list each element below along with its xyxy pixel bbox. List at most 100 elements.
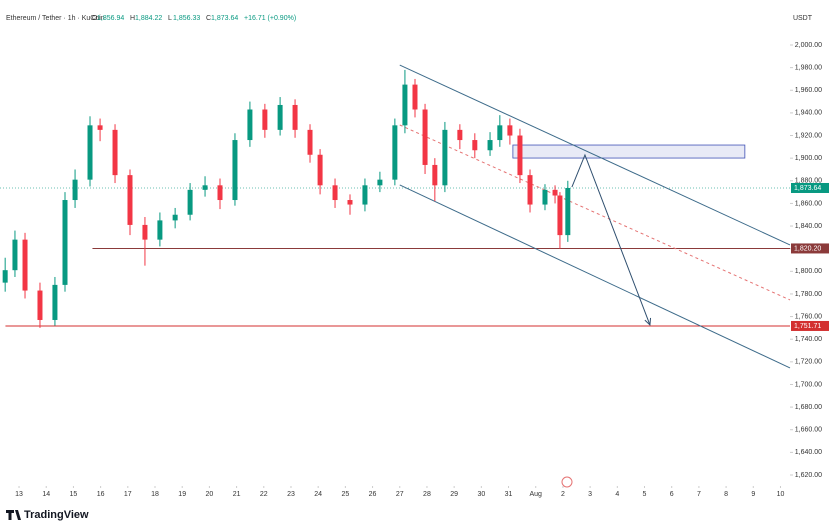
x-tick-label: 18 — [151, 491, 159, 498]
ohlc-key: L — [168, 15, 172, 22]
candle-body — [317, 154, 323, 186]
x-tick-label: 31 — [505, 491, 513, 498]
candle-body — [347, 200, 353, 205]
ohlc-key: C — [206, 15, 211, 22]
level-tag — [791, 243, 829, 254]
ohlc-key: O — [92, 15, 98, 22]
candle-body — [377, 179, 383, 186]
candle-body — [487, 140, 493, 151]
y-tick-label: 1,680.00 — [795, 404, 822, 411]
y-tick-label: 1,620.00 — [795, 472, 822, 479]
ohlc-value: 1,884.22 — [135, 15, 162, 22]
x-tick-label: 16 — [97, 491, 105, 498]
y-tick-label: 1,740.00 — [795, 336, 822, 343]
y-tick-label: 1,920.00 — [795, 132, 822, 139]
x-tick-label: 22 — [260, 491, 268, 498]
ohlc-value: 1,856.33 — [173, 15, 200, 22]
candle-body — [422, 109, 428, 165]
candle-body — [217, 185, 223, 201]
candle-body — [22, 239, 28, 291]
candle-body — [12, 239, 18, 271]
candle-body — [52, 284, 58, 320]
y-tick-label: 1,960.00 — [795, 87, 822, 94]
y-tick-label: 1,900.00 — [795, 155, 822, 162]
last-price-tag — [791, 182, 829, 193]
candle-body — [87, 125, 93, 180]
x-tick-label: 26 — [369, 491, 377, 498]
x-tick-label: 19 — [178, 491, 186, 498]
candle-body — [262, 109, 268, 130]
candle-body — [2, 270, 8, 283]
y-tick-label: 1,700.00 — [795, 381, 822, 388]
x-tick-label: 30 — [477, 491, 485, 498]
ohlc-key: H — [130, 15, 135, 22]
y-tick-label: 1,720.00 — [795, 359, 822, 366]
candle-body — [232, 140, 238, 201]
x-tick-label: 27 — [396, 491, 404, 498]
x-tick-label: 6 — [670, 491, 674, 498]
symbol: Ethereum / Tether · 1h · KuCoin — [6, 15, 105, 22]
candle-body — [332, 185, 338, 201]
x-tick-label: 25 — [341, 491, 349, 498]
x-tick-label: 10 — [777, 491, 785, 498]
candle-body — [507, 125, 513, 136]
trend-line — [571, 153, 651, 326]
candle-body — [72, 179, 78, 201]
x-tick-label: 2 — [561, 491, 565, 498]
x-tick-label: 17 — [124, 491, 132, 498]
candle-body — [187, 189, 193, 215]
candle-body — [497, 125, 503, 141]
candle-body — [97, 125, 103, 130]
y-tick-label: 1,880.00 — [795, 178, 822, 185]
candle-body — [62, 200, 68, 285]
candle-body — [542, 189, 548, 205]
candle-body — [157, 220, 163, 240]
x-tick-label: 8 — [724, 491, 728, 498]
trend-line — [399, 124, 791, 301]
candle-body — [472, 140, 478, 151]
candle-body — [557, 195, 563, 236]
x-tick-label: 20 — [205, 491, 213, 498]
candle-body — [112, 129, 118, 176]
y-tick-label: 1,840.00 — [795, 223, 822, 230]
x-tick-label: 24 — [314, 491, 322, 498]
x-tick-label: Aug — [529, 491, 542, 498]
candle-body — [307, 129, 313, 155]
event-circle — [561, 476, 573, 488]
y-tick-label: 1,780.00 — [795, 291, 822, 298]
candle-body — [172, 214, 178, 221]
trend-line — [399, 184, 791, 369]
x-tick-label: 23 — [287, 491, 295, 498]
x-tick-label: 13 — [15, 491, 23, 498]
y-tick-label: 1,760.00 — [795, 313, 822, 320]
y-tick-label: 1,660.00 — [795, 427, 822, 434]
candle-body — [362, 185, 368, 205]
x-tick-label: 14 — [42, 491, 50, 498]
x-tick-label: 5 — [643, 491, 647, 498]
logo: TradingView — [6, 509, 89, 521]
arrow-head — [644, 317, 652, 327]
candle-body — [37, 290, 43, 320]
logo-icon — [6, 510, 21, 520]
last-price-label: 1,873.64 — [794, 185, 821, 192]
trend-line — [399, 64, 791, 246]
y-tick-label: 2,000.00 — [795, 42, 822, 49]
legend-row: Ethereum / Tether · 1h · KuCoin O 1,856.9… — [6, 15, 296, 22]
x-tick-label: 28 — [423, 491, 431, 498]
candle-body — [402, 84, 408, 126]
x-tick-label: 4 — [615, 491, 619, 498]
event-icon — [561, 476, 573, 488]
ohlc-value: 1,873.64 — [211, 15, 238, 22]
candle-body — [277, 104, 283, 130]
y-tick-label: 1,640.00 — [795, 449, 822, 456]
y-tick-label: 1,800.00 — [795, 268, 822, 275]
y-tick-label: 1,980.00 — [795, 64, 822, 71]
y-tick-label: 1,940.00 — [795, 110, 822, 117]
candle-body — [292, 104, 298, 130]
ohlc-value: 1,856.94 — [97, 15, 124, 22]
x-tick-label: 21 — [233, 491, 241, 498]
x-tick-label: 15 — [70, 491, 78, 498]
x-tick-label: 9 — [751, 491, 755, 498]
